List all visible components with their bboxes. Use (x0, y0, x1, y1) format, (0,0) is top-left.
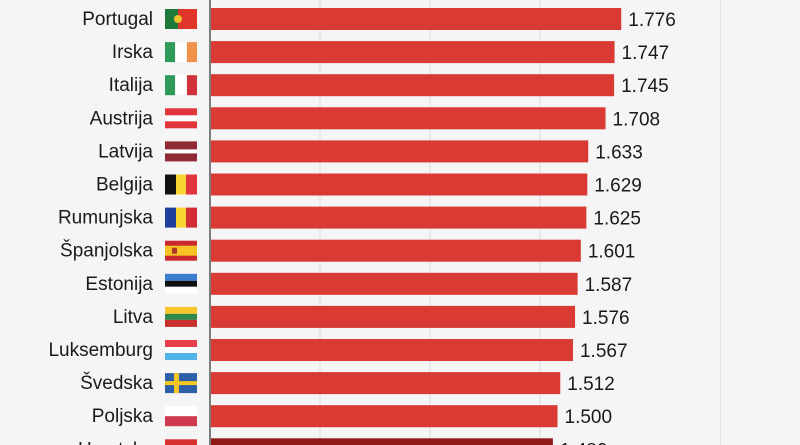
category-label: Poljska (92, 406, 154, 427)
austria-flag-icon (165, 108, 197, 129)
category-label: Estonija (85, 274, 153, 295)
bar-row: Španjolska 1.601 (60, 239, 636, 263)
bar (211, 339, 573, 361)
data-label: 1.745 (621, 76, 669, 97)
data-label: 1.776 (628, 10, 676, 31)
bar-row: Litva 1.576 (113, 305, 630, 329)
bar (211, 107, 606, 130)
portugal-flag-icon (165, 9, 197, 29)
category-label: Rumunjska (58, 208, 153, 229)
bar (211, 438, 553, 445)
bar-row: Italija 1.745 (109, 74, 669, 97)
data-label: 1.625 (593, 209, 641, 230)
latvia-flag-icon (165, 141, 197, 162)
bar-row: Švedska 1.512 (80, 372, 615, 395)
category-label: Italija (109, 75, 154, 96)
category-label: Austrija (90, 108, 154, 129)
bar-row: Irska 1.747 (112, 41, 669, 64)
estonia-flag-icon (165, 273, 197, 294)
data-label: 1.512 (567, 374, 615, 395)
data-label: 1.500 (565, 407, 613, 428)
bar-row: Poljska 1.500 (92, 405, 612, 428)
category-label: Španjolska (60, 240, 153, 262)
bar (211, 8, 622, 30)
lithuania-flag-icon (165, 306, 197, 327)
bar (211, 41, 615, 64)
bar (211, 206, 587, 229)
category-label: Belgija (96, 175, 153, 196)
ireland-flag-icon (165, 42, 197, 63)
bar-row: Belgija 1.629 (96, 173, 642, 197)
category-label: Portugal (82, 9, 153, 30)
spain-flag-icon (165, 240, 197, 261)
bar-row: Rumunjska 1.625 (58, 206, 641, 230)
bar-row: Luksemburg 1.567 (48, 339, 628, 362)
bar (211, 405, 558, 428)
data-label: 1.629 (594, 176, 642, 197)
category-label: Hrvatska (78, 439, 153, 445)
bar-row: Estonija 1.587 (85, 272, 633, 296)
category-label: Švedska (80, 372, 153, 394)
category-label: Latvija (98, 141, 153, 162)
category-label: Luksemburg (48, 340, 153, 361)
bar (211, 140, 589, 163)
bar-row: Portugal 1.776 (82, 8, 676, 31)
sweden-flag-icon (165, 373, 197, 394)
bar (211, 173, 588, 196)
category-label: Irska (112, 42, 154, 63)
luxembourg-flag-icon (165, 340, 197, 360)
bar (211, 272, 578, 295)
bar-row: Hrvatska 1.480 (78, 438, 607, 445)
bar (211, 239, 581, 262)
data-label: 1.633 (595, 142, 643, 163)
bar-row: Latvija 1.633 (98, 140, 643, 163)
data-label: 1.567 (580, 341, 628, 362)
data-label: 1.576 (582, 308, 630, 329)
bar-row: Austrija 1.708 (90, 107, 660, 130)
bar (211, 372, 561, 395)
chart-border (720, 0, 721, 445)
data-label: 1.601 (588, 242, 636, 263)
belgium-flag-icon (165, 174, 197, 195)
category-label: Litva (113, 307, 154, 328)
bar (211, 305, 576, 328)
croatia-flag-icon (165, 439, 197, 445)
data-label: 1.708 (613, 109, 661, 130)
italy-flag-icon (165, 75, 197, 96)
poland-flag-icon (165, 406, 197, 427)
data-label: 1.747 (622, 43, 670, 64)
data-label: 1.587 (585, 275, 633, 296)
data-label: 1.480 (560, 440, 608, 445)
romania-flag-icon (165, 207, 197, 228)
bar (211, 74, 615, 97)
